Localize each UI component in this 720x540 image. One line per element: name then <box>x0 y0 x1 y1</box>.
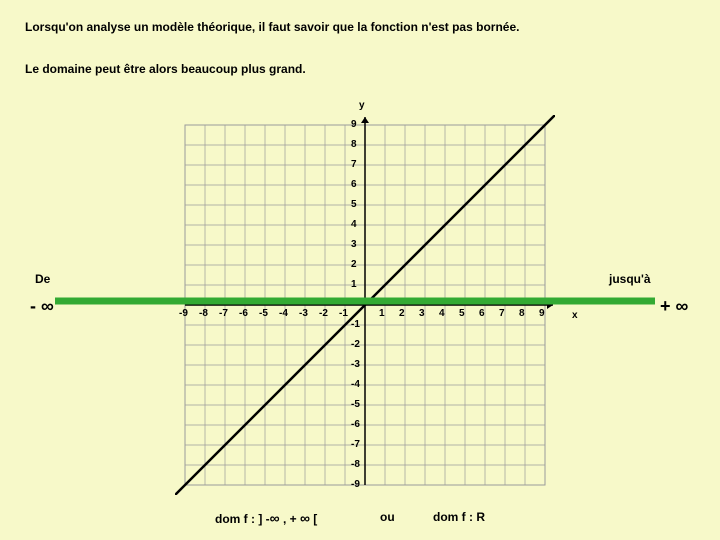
x-tick: 4 <box>439 308 445 319</box>
y-tick: 3 <box>351 239 357 250</box>
x-tick: 1 <box>379 308 385 319</box>
y-tick: -6 <box>351 419 360 430</box>
x-tick: 3 <box>419 308 425 319</box>
x-tick: -4 <box>279 308 288 319</box>
intro-text-1: Lorsqu'on analyse un modèle théorique, i… <box>25 20 519 34</box>
chart-area <box>175 115 555 495</box>
y-tick: -9 <box>351 479 360 490</box>
y-tick: -1 <box>351 319 360 330</box>
y-tick: 1 <box>351 279 357 290</box>
y-tick: -5 <box>351 399 360 410</box>
y-axis-label: y <box>359 100 365 111</box>
dom-inf1: ∞ <box>270 510 280 526</box>
dom-post: [ <box>310 512 317 526</box>
y-tick: 5 <box>351 199 357 210</box>
x-tick: 7 <box>499 308 505 319</box>
y-tick: 9 <box>351 119 357 130</box>
minus-infinity: - ∞ <box>30 296 54 317</box>
y-tick: 8 <box>351 139 357 150</box>
de-label: De <box>35 272 50 286</box>
domain-r: dom f : R <box>433 510 485 524</box>
x-tick: 9 <box>539 308 545 319</box>
x-tick: 2 <box>399 308 405 319</box>
y-tick: 2 <box>351 259 357 270</box>
y-tick: -7 <box>351 439 360 450</box>
x-tick: -6 <box>239 308 248 319</box>
chart-svg <box>175 115 555 495</box>
dom-pre: dom f : ] - <box>215 512 270 526</box>
y-tick: 4 <box>351 219 357 230</box>
x-tick: -3 <box>299 308 308 319</box>
plus-infinity: + ∞ <box>660 296 688 317</box>
y-tick: -8 <box>351 459 360 470</box>
x-tick: -8 <box>199 308 208 319</box>
domain-interval: dom f : ] -∞ , + ∞ [ <box>215 510 317 526</box>
x-tick: -7 <box>219 308 228 319</box>
x-tick: -2 <box>319 308 328 319</box>
x-tick: 5 <box>459 308 465 319</box>
x-tick: -9 <box>179 308 188 319</box>
y-tick: -4 <box>351 379 360 390</box>
jusqua-label: jusqu'à <box>609 272 651 286</box>
y-tick: -3 <box>351 359 360 370</box>
dom-inf2: ∞ <box>300 510 310 526</box>
ou-label: ou <box>380 510 395 524</box>
x-tick: -5 <box>259 308 268 319</box>
x-tick: -1 <box>339 308 348 319</box>
y-tick: -2 <box>351 339 360 350</box>
x-tick: 8 <box>519 308 525 319</box>
x-axis-label: x <box>572 310 578 321</box>
y-tick: 7 <box>351 159 357 170</box>
y-tick: 6 <box>351 179 357 190</box>
dom-mid: , + <box>280 512 300 526</box>
x-tick: 6 <box>479 308 485 319</box>
intro-text-2: Le domaine peut être alors beaucoup plus… <box>25 62 306 76</box>
